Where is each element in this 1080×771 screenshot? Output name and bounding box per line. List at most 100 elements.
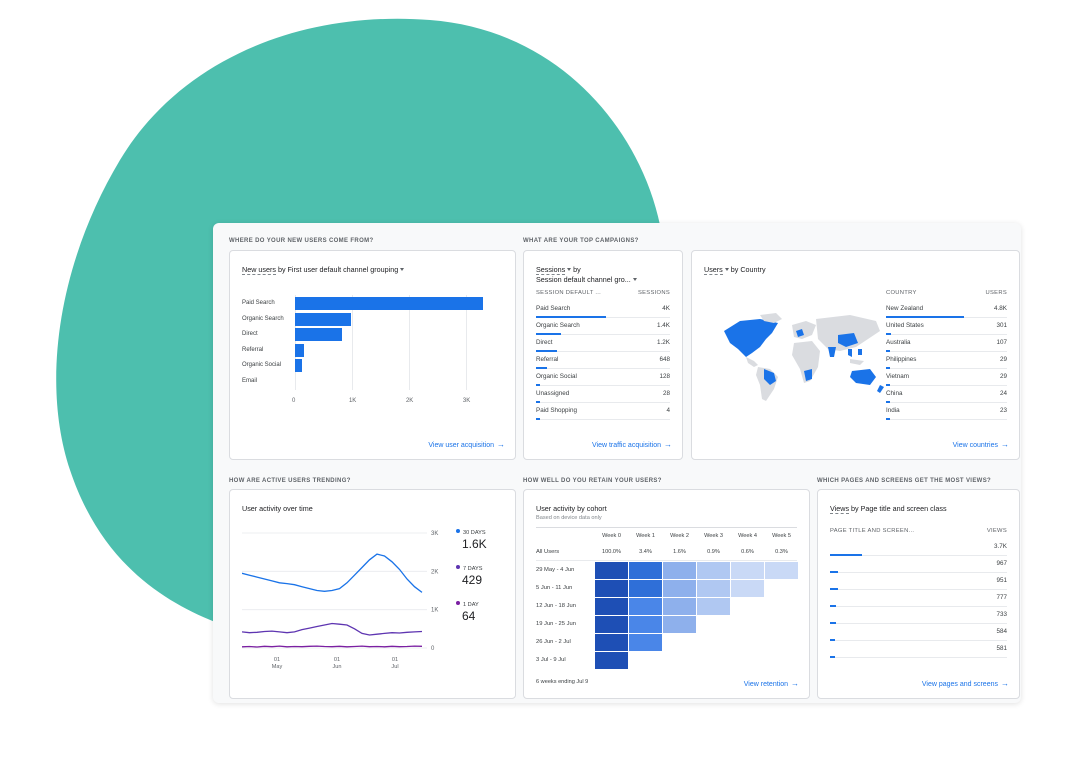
cohort-row-label: 26 Jun - 2 Jul [536,639,571,645]
table-row[interactable]: Organic Social 128 [536,369,670,386]
row-value: 3.7K [994,543,1007,550]
cohort-cell[interactable] [629,616,662,633]
view-pages-link[interactable]: View pages and screens → [922,679,1009,688]
cohort-cell[interactable] [629,634,662,651]
cohort-cell[interactable] [663,562,696,579]
pages-card-title[interactable]: Views by Page title and screen class [830,504,947,514]
arrow-right-icon: → [1001,679,1009,688]
cohort-cell[interactable] [731,562,764,579]
cohort-cell[interactable] [697,562,730,579]
acquisition-card-title[interactable]: New users by First user default channel … [242,265,405,275]
cohort-cell[interactable] [595,616,628,633]
cohort-cell[interactable] [663,580,696,597]
row-name: Paid Search [536,305,571,312]
table-row[interactable]: Vietnam 29 [886,369,1007,386]
cohort-cell[interactable] [697,580,730,597]
retention-card-title: User activity by cohort [536,504,607,513]
x-tick-day: 01 [274,657,280,663]
table-row[interactable]: India 23 [886,403,1007,420]
cohort-cell[interactable] [595,652,628,669]
table-row[interactable]: Unassigned 28 [536,386,670,403]
cohort-cell[interactable] [731,580,764,597]
cohort-cell[interactable] [663,616,696,633]
row-name: Paid Shopping [536,407,577,414]
map-europe-highlight [796,329,804,337]
gridline [351,295,353,390]
legend-label: 1 DAY [463,602,479,608]
x-tick-label: 1K [348,398,357,404]
table-row[interactable]: 3.7K [830,539,1007,556]
cohort-cell[interactable] [595,562,628,579]
cohort-cell[interactable] [595,580,628,597]
legend-label: 30 DAYS [463,530,486,536]
table-row[interactable]: Australia 107 [886,335,1007,352]
retention-subtitle: Based on device data only [536,515,602,521]
bar [295,328,342,341]
table-row[interactable]: Referral 648 [536,352,670,369]
cohort-cell[interactable] [629,562,662,579]
table-row[interactable]: 733 [830,607,1007,624]
table-row[interactable]: 951 [830,573,1007,590]
table-row[interactable]: 777 [830,590,1007,607]
table-row[interactable]: China 24 [886,386,1007,403]
country-card: Users by Country [691,250,1020,460]
x-tick-label: 2K [405,398,414,404]
table-row[interactable]: 581 [830,641,1007,658]
row-share-bar [536,367,548,369]
cohort-cell[interactable] [663,598,696,615]
cohort-all-value: 0.3% [775,549,788,555]
bar-category-label: Organic Search [242,315,284,322]
cohort-row-label: 19 Jun - 25 Jun [536,621,576,627]
bar-category-label: Paid Search [242,300,275,306]
row-value: 777 [996,594,1007,601]
row-share-bar [536,384,540,386]
row-name: China [886,390,903,397]
table-row[interactable]: Philippines 29 [886,352,1007,369]
campaigns-card-title[interactable]: Sessions by Session default channel gro.… [536,265,637,285]
row-value: 648 [659,356,670,363]
gridline [295,295,296,390]
row-value: 4K [662,305,670,312]
row-value: 4 [666,407,670,414]
table-row[interactable]: Organic Search 1.4K [536,318,670,335]
cohort-cell[interactable] [595,634,628,651]
view-user-acquisition-link[interactable]: View user acquisition → [428,440,505,449]
cohort-cell[interactable] [629,580,662,597]
analytics-dashboard: WHERE DO YOUR NEW USERS COME FROM? WHAT … [213,223,1021,703]
view-retention-link[interactable]: View retention → [744,679,799,688]
cohort-cell[interactable] [697,598,730,615]
country-metric: Users [704,265,723,275]
country-col-users: USERS [985,290,1007,296]
cohort-cell[interactable] [765,562,798,579]
row-name: Organic Social [536,373,577,380]
table-row[interactable]: 967 [830,556,1007,573]
cohort-week-header: Week 2 [670,533,689,539]
x-tick-label: 0 [292,398,296,404]
table-row[interactable]: Paid Search 4K [536,301,670,318]
view-countries-link[interactable]: View countries → [953,440,1009,449]
gridline [408,295,410,390]
campaigns-card: Sessions by Session default channel gro.… [523,250,683,460]
cohort-cell[interactable] [595,598,628,615]
view-traffic-acquisition-link[interactable]: View traffic acquisition → [592,440,672,449]
table-row[interactable]: New Zealand 4.8K [886,301,1007,318]
map-china [838,333,858,347]
table-row[interactable]: Direct 1.2K [536,335,670,352]
table-row[interactable]: 584 [830,624,1007,641]
cohort-row-label: 12 Jun - 18 Jun [536,603,576,609]
legend-value: 64 [462,609,476,623]
map-australia [850,369,876,385]
country-card-title[interactable]: Users by Country [704,265,766,275]
map-central-america [746,357,758,367]
row-share-bar [830,588,838,590]
row-value: 28 [662,390,670,397]
table-row[interactable]: United States 301 [886,318,1007,335]
table-row[interactable]: Paid Shopping 4 [536,403,670,420]
map-brazil [764,369,776,385]
legend-item: 1 DAY [456,601,479,608]
row-share-bar [886,367,890,369]
link-label: View user acquisition [428,442,494,449]
cohort-row-label: 3 Jul - 9 Jul [536,657,566,663]
cohort-cell[interactable] [629,598,662,615]
legend-item: 7 DAYS [456,565,482,572]
